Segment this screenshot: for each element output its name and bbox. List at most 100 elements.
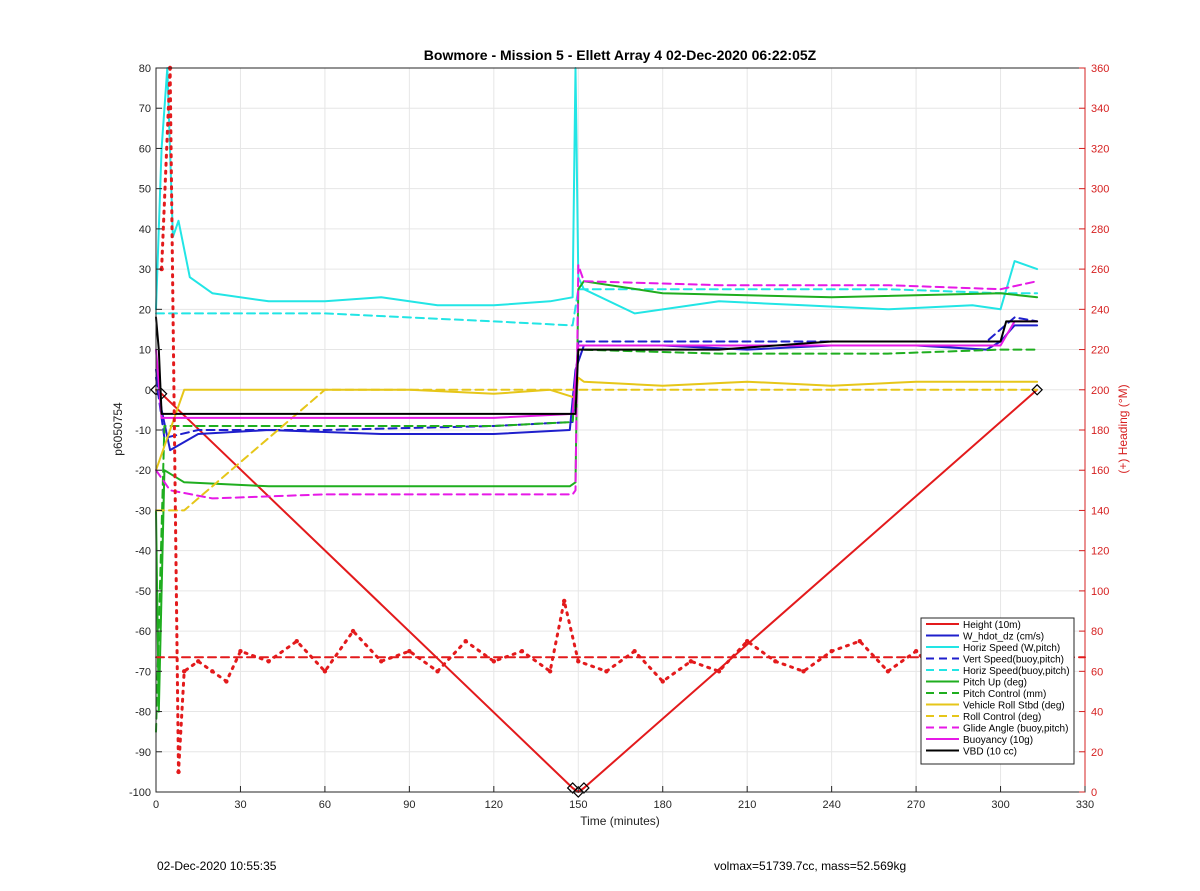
y-tick-label: -80	[135, 707, 151, 719]
x-tick-label: 270	[907, 799, 925, 811]
series-line	[155, 67, 1039, 315]
series-marker	[491, 659, 497, 664]
series-line	[155, 376, 1039, 472]
y-tick-label: -90	[135, 747, 151, 759]
right-y-tick-label: 180	[1091, 425, 1109, 437]
footer-timestamp: 02-Dec-2020 10:55:35	[157, 859, 277, 873]
y-tick-label: -100	[129, 787, 151, 799]
y-tick-label: -50	[135, 586, 151, 598]
series-line	[155, 264, 1039, 500]
x-tick-label: 330	[1076, 799, 1094, 811]
right-y-tick-label: 100	[1091, 586, 1109, 598]
footer-vehicle-info: volmax=51739.7cc, mass=52.569kg	[714, 859, 907, 873]
series-marker	[801, 669, 806, 674]
series-marker	[238, 649, 243, 654]
series-line	[155, 324, 1039, 452]
legend-label: W_hdot_dz (cm/s)	[963, 632, 1044, 643]
series-marker	[773, 659, 778, 664]
legend-label: Pitch Control (mm)	[963, 689, 1046, 700]
series-line	[155, 288, 1039, 327]
y-tick-label: 80	[139, 63, 151, 75]
y-tick-label: 10	[139, 345, 151, 357]
right-y-tick-label: 240	[1091, 304, 1109, 316]
series-marker	[561, 598, 567, 604]
right-y-tick-label: 40	[1091, 707, 1103, 719]
y-tick-label: 20	[139, 304, 151, 316]
series-marker	[547, 669, 553, 674]
x-tick-label: 30	[234, 799, 246, 811]
series-marker	[181, 669, 187, 674]
series-marker	[435, 669, 440, 674]
series-marker	[379, 659, 384, 664]
x-tick-label: 210	[738, 799, 756, 811]
series-marker	[407, 649, 412, 654]
y-tick-label: 50	[139, 184, 151, 196]
right-y-tick-label: 260	[1091, 264, 1109, 276]
y-tick-label: 60	[139, 143, 151, 155]
y-tick-label: 0	[145, 385, 151, 397]
x-tick-label: 180	[654, 799, 672, 811]
series-marker	[322, 669, 328, 674]
chart-title: Bowmore - Mission 5 - Ellett Array 4 02-…	[424, 47, 817, 63]
y-tick-label: -30	[135, 505, 151, 517]
y-tick-label: 70	[139, 103, 151, 115]
x-tick-label: 0	[153, 799, 159, 811]
y-tick-label: 30	[139, 264, 151, 276]
legend-label: Glide Angle (buoy,pitch)	[963, 724, 1068, 735]
series-marker	[176, 769, 181, 775]
legend-label: Roll Control (deg)	[963, 712, 1041, 723]
legend-label: Horiz Speed(buoy,pitch)	[963, 666, 1070, 677]
series-line	[155, 280, 1039, 713]
series-marker	[196, 659, 201, 664]
y-tick-label: -40	[135, 546, 151, 558]
legend-label: Vehicle Roll Stbd (deg)	[963, 701, 1065, 712]
series-marker	[566, 782, 579, 794]
right-y-tick-label: 0	[1091, 787, 1097, 799]
right-y-tick-label: 200	[1091, 385, 1109, 397]
series-marker	[294, 638, 299, 644]
series-marker	[463, 638, 468, 644]
right-y-tick-label: 160	[1091, 465, 1109, 477]
y-tick-label: -20	[135, 465, 151, 477]
x-tick-label: 150	[569, 799, 587, 811]
legend-label: Height (10m)	[963, 620, 1021, 631]
right-y-tick-label: 80	[1091, 626, 1103, 638]
right-y-tick-label: 320	[1091, 143, 1109, 155]
right-y-tick-label: 20	[1091, 747, 1103, 759]
series-marker	[604, 669, 609, 674]
series-line	[155, 348, 1039, 733]
series-marker	[224, 679, 229, 684]
series-marker	[829, 649, 834, 654]
series-marker	[660, 679, 665, 684]
y-tick-label: -70	[135, 666, 151, 678]
right-y-tick-label: 120	[1091, 546, 1109, 558]
legend-label: Pitch Up (deg)	[963, 678, 1027, 689]
series-marker	[632, 649, 637, 654]
x-tick-label: 120	[485, 799, 503, 811]
y-tick-label: -60	[135, 626, 151, 638]
right-y-tick-label: 340	[1091, 103, 1109, 115]
legend-label: Horiz Speed (W,pitch)	[963, 643, 1060, 654]
chart-legend: Height (10m)W_hdot_dz (cm/s)Horiz Speed …	[920, 617, 1075, 765]
right-y-tick-label: 280	[1091, 224, 1109, 236]
series-marker	[578, 782, 590, 794]
y-tick-label: 40	[139, 224, 151, 236]
series-line	[155, 316, 1039, 415]
right-y-tick-label: 140	[1091, 505, 1109, 517]
series-line	[155, 316, 1039, 439]
series-marker	[744, 638, 750, 644]
x-tick-label: 240	[822, 799, 840, 811]
legend-label: Buoyancy (10g)	[963, 735, 1033, 746]
series-marker	[885, 669, 891, 674]
y-tick-label: -10	[135, 425, 151, 437]
series-marker	[576, 659, 581, 664]
right-y-tick-label: 360	[1091, 63, 1109, 75]
series-line	[160, 66, 1039, 774]
x-tick-label: 300	[991, 799, 1009, 811]
legend-label: VBD (10 cc)	[963, 747, 1017, 758]
y-axis-label: p6050754	[111, 402, 125, 456]
series-marker	[913, 649, 919, 654]
right-y-tick-label: 300	[1091, 184, 1109, 196]
right-y-tick-label: 220	[1091, 345, 1109, 357]
